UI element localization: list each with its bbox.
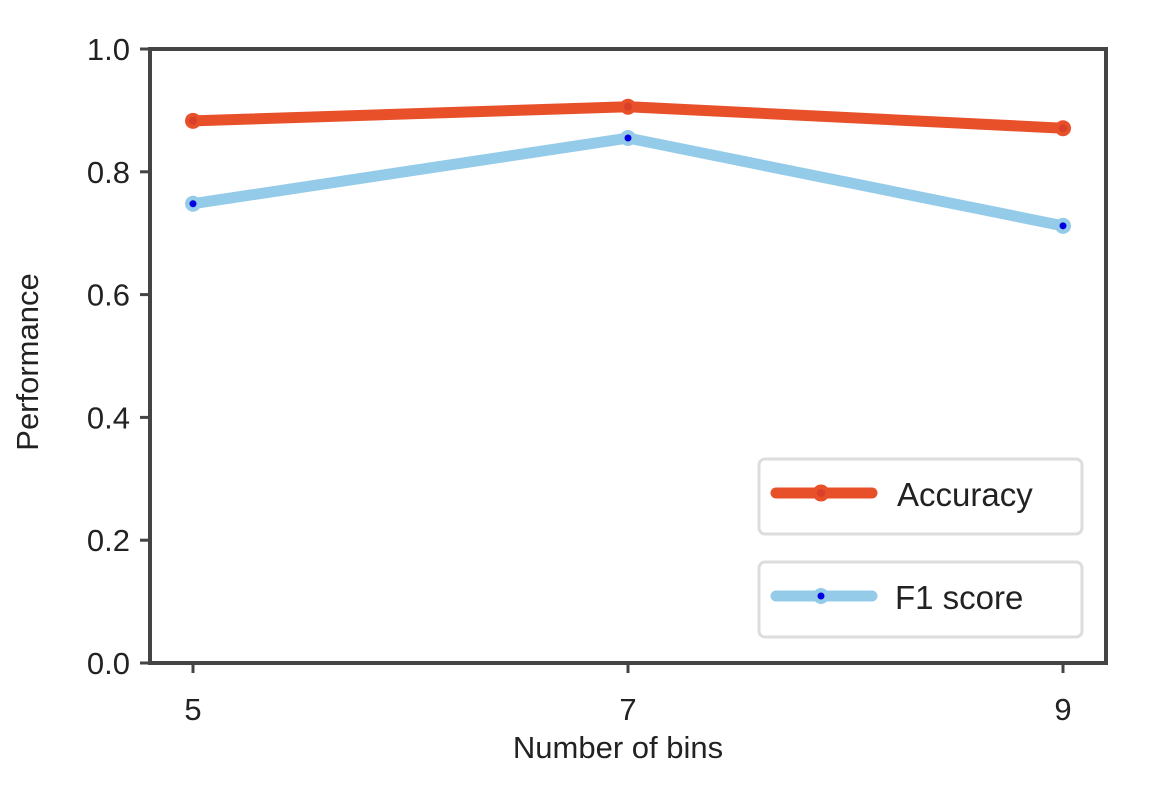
legend-item-accuracy: Accuracy — [757, 457, 1084, 536]
y-axis: 0.0 0.2 0.4 0.6 0.8 1.0 — [87, 32, 150, 681]
x-axis: 5 7 9 — [184, 663, 1072, 727]
y-tick-label: 0.6 — [87, 278, 130, 313]
x-tick-label: 7 — [619, 692, 636, 727]
legend-label-f1: F1 score — [895, 579, 1023, 616]
y-tick-label: 0.0 — [87, 646, 130, 681]
data-point-dot — [624, 102, 632, 111]
data-point-dot — [1059, 124, 1067, 133]
y-tick-label: 0.4 — [87, 400, 130, 435]
y-tick-label: 0.8 — [87, 155, 130, 190]
y-tick-label: 0.2 — [87, 523, 130, 558]
data-point-dot — [189, 200, 197, 208]
legend-item-f1: F1 score — [757, 560, 1084, 639]
x-tick-label: 5 — [184, 692, 201, 727]
series-group — [185, 98, 1071, 234]
data-point-dot — [189, 116, 197, 125]
legend: Accuracy F1 score — [757, 457, 1084, 639]
data-point-dot — [624, 134, 632, 142]
legend-label-accuracy: Accuracy — [897, 476, 1033, 513]
data-point-dot — [1059, 222, 1067, 230]
x-tick-label: 9 — [1054, 692, 1071, 727]
series-line-f1 — [187, 132, 1069, 232]
x-axis-title: Number of bins — [513, 730, 723, 765]
y-axis-title: Performance — [10, 273, 45, 450]
y-tick-label: 1.0 — [87, 32, 130, 67]
